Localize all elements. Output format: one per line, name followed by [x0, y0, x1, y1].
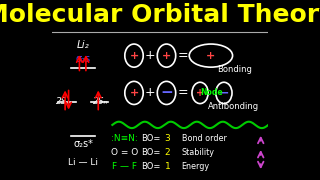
Text: Energy: Energy — [182, 162, 210, 171]
Text: σ₂s*: σ₂s* — [73, 140, 93, 149]
Text: 3: 3 — [165, 134, 171, 143]
Text: +: + — [162, 51, 171, 61]
Text: Antibonding: Antibonding — [208, 102, 259, 111]
Text: F — F: F — F — [112, 162, 137, 171]
Text: Li — Li: Li — Li — [68, 158, 98, 167]
Text: Bonding: Bonding — [217, 65, 252, 74]
Text: −: − — [219, 86, 229, 99]
Text: +: + — [206, 51, 216, 61]
Text: Molecular Orbital Theory: Molecular Orbital Theory — [0, 3, 320, 27]
Text: :N≡N:: :N≡N: — [111, 134, 138, 143]
Text: BO=: BO= — [140, 134, 160, 143]
Text: BO=: BO= — [140, 162, 160, 171]
Text: σ₂s: σ₂s — [76, 54, 91, 64]
Text: Node: Node — [201, 87, 223, 96]
Text: 1: 1 — [165, 162, 171, 171]
Text: +: + — [129, 88, 139, 98]
Text: +: + — [129, 51, 139, 61]
Text: Bond order: Bond order — [182, 134, 227, 143]
Text: BO=: BO= — [140, 148, 160, 157]
Text: Li₂: Li₂ — [77, 40, 90, 50]
Text: Stability: Stability — [182, 148, 215, 157]
Text: 2Sₙ: 2Sₙ — [93, 97, 108, 106]
Text: =: = — [177, 86, 188, 99]
Text: 2: 2 — [165, 148, 170, 157]
Text: +: + — [145, 49, 156, 62]
Text: 2Sₐ: 2Sₐ — [56, 97, 71, 106]
Text: +: + — [145, 86, 156, 99]
Text: =: = — [177, 49, 188, 62]
Text: O = O: O = O — [111, 148, 138, 157]
Text: +: + — [196, 88, 204, 98]
Text: −: − — [160, 86, 173, 100]
